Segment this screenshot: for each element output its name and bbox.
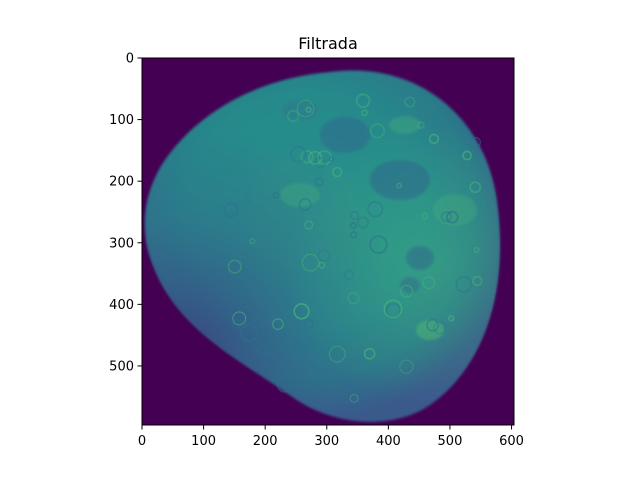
crater	[272, 192, 280, 200]
crater	[276, 376, 293, 393]
crater	[328, 156, 335, 162]
crater	[318, 261, 326, 269]
crater	[303, 318, 315, 330]
crater	[272, 318, 284, 331]
x-tick-label: 500	[438, 434, 463, 449]
crater	[328, 345, 346, 363]
crater	[361, 109, 368, 117]
crater	[440, 211, 452, 223]
crater	[349, 119, 364, 135]
crater	[331, 166, 343, 178]
crater	[400, 284, 414, 298]
crater	[301, 253, 320, 272]
moon-image	[144, 70, 501, 422]
crater	[369, 123, 385, 139]
crater	[445, 210, 459, 224]
crater	[396, 182, 403, 189]
crater	[343, 269, 355, 280]
crater	[249, 238, 256, 245]
crater	[315, 177, 324, 187]
crater	[369, 235, 388, 254]
crater	[347, 291, 360, 305]
crater	[317, 249, 331, 263]
crater	[245, 195, 252, 202]
axes-frame	[141, 57, 515, 426]
crater	[469, 136, 481, 148]
x-tick-label: 400	[376, 434, 401, 449]
y-tick-label: 200	[109, 175, 134, 190]
crater	[350, 231, 358, 239]
crater	[472, 275, 483, 287]
crater	[349, 393, 359, 403]
crater	[363, 347, 376, 360]
crater	[304, 220, 314, 230]
crater	[422, 276, 436, 290]
y-tick-label: 400	[109, 298, 134, 313]
crater	[300, 150, 314, 164]
crater	[469, 181, 482, 194]
crater	[286, 109, 300, 123]
crater	[433, 321, 447, 335]
crater	[317, 150, 332, 166]
y-tick-label: 300	[109, 236, 134, 251]
crater	[349, 211, 360, 221]
crater	[223, 202, 239, 218]
crater	[367, 201, 384, 218]
x-tick-label: 0	[138, 434, 146, 449]
crater	[290, 145, 307, 163]
x-axis: 0 100 200 300 400 500 600	[138, 425, 524, 449]
crater	[421, 212, 429, 220]
crater	[447, 314, 455, 322]
crater	[240, 324, 259, 342]
crater	[355, 93, 371, 109]
y-tick-label: 0	[126, 52, 134, 67]
crater	[357, 216, 369, 229]
crater	[293, 303, 310, 320]
y-axis: 0 100 200 300 400 500	[109, 52, 142, 374]
crater	[349, 222, 357, 230]
crater	[232, 311, 247, 326]
crater	[383, 299, 403, 319]
image-area	[142, 58, 514, 425]
crater	[227, 259, 242, 274]
x-tick-label: 300	[314, 434, 339, 449]
crater	[428, 133, 440, 145]
plot-title: Filtrada	[298, 34, 358, 53]
crater	[455, 276, 473, 293]
crater	[404, 96, 416, 108]
crater	[226, 278, 246, 297]
y-tick-label: 100	[109, 113, 134, 128]
crater	[426, 318, 439, 332]
crater	[417, 121, 425, 129]
x-tick-label: 200	[253, 434, 278, 449]
crater	[298, 197, 312, 211]
crater	[399, 359, 414, 374]
x-tick-label: 600	[499, 434, 524, 449]
y-tick-label: 500	[109, 359, 134, 374]
crater	[473, 246, 480, 253]
crater	[314, 157, 326, 169]
crater	[257, 343, 270, 356]
crater	[462, 150, 473, 161]
crater	[296, 99, 315, 118]
x-tick-label: 100	[191, 434, 216, 449]
crater	[308, 150, 323, 165]
crater	[305, 106, 312, 113]
